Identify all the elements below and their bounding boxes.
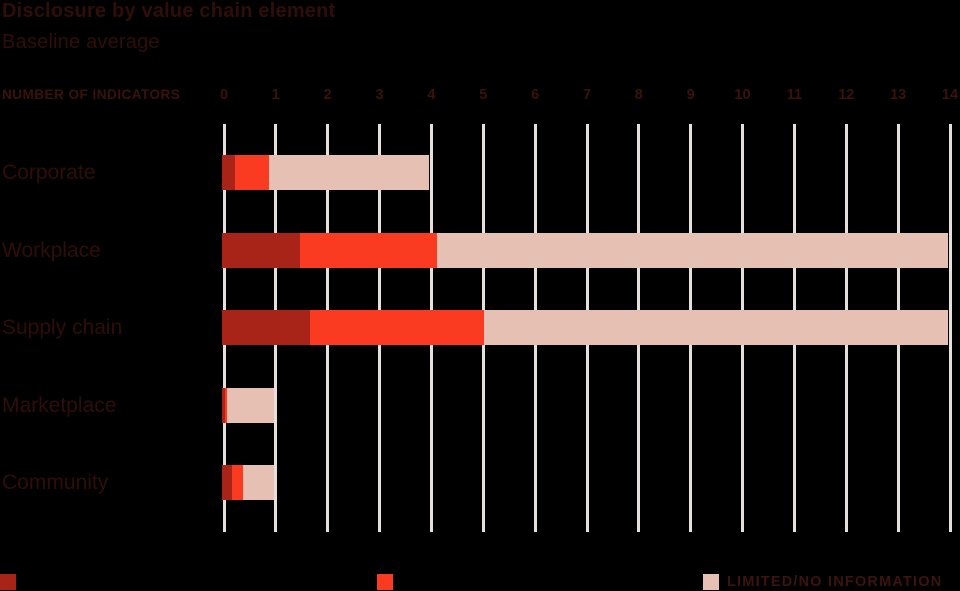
gridline-14 (948, 124, 952, 532)
x-tick-12: 12 (838, 87, 855, 103)
x-tick-3: 3 (375, 87, 384, 103)
x-tick-8: 8 (634, 87, 643, 103)
legend-item-1 (0, 574, 24, 590)
category-label-supply-chain: Supply chain (2, 316, 123, 339)
bar-row-supply-chain (222, 310, 948, 345)
x-tick-0: 0 (219, 87, 229, 103)
bar-segment-series1 (222, 233, 300, 268)
x-tick-7: 7 (582, 87, 592, 103)
x-tick-14: 14 (941, 87, 959, 103)
bar-row-marketplace (222, 388, 274, 423)
x-tick-13: 13 (890, 87, 907, 103)
bar-row-workplace (222, 233, 948, 268)
x-axis-label: NUMBER OF INDICATORS (2, 87, 181, 102)
legend-item-2 (377, 574, 401, 590)
bar-segment-series3 (242, 465, 274, 500)
category-label-community: Community (2, 471, 109, 494)
x-tick-6: 6 (531, 87, 540, 103)
bar-segment-series1 (222, 388, 225, 423)
x-tick-5: 5 (479, 87, 488, 103)
x-tick-4: 4 (427, 87, 436, 103)
bar-segment-series2 (299, 233, 438, 268)
bar-segment-series2 (224, 388, 228, 423)
bar-segment-series2 (310, 310, 484, 345)
bar-segment-series3 (268, 155, 430, 190)
bar-row-community (222, 465, 274, 500)
bar-segment-series2 (232, 465, 243, 500)
category-label-workplace: Workplace (2, 239, 101, 262)
bar-segment-series1 (222, 465, 233, 500)
bar-segment-series3 (437, 233, 948, 268)
legend-item-3: LIMITED/NO INFORMATION (703, 574, 942, 590)
x-tick-9: 9 (686, 87, 695, 103)
bar-segment-series1 (222, 310, 311, 345)
x-tick-2: 2 (323, 87, 332, 103)
x-tick-1: 1 (271, 87, 280, 103)
bar-segment-series3 (227, 388, 274, 423)
category-label-marketplace: Marketplace (2, 394, 117, 417)
bar-row-corporate (222, 155, 430, 190)
legend-swatch-1 (0, 574, 16, 590)
legend-swatch-3 (703, 574, 719, 590)
chart-subtitle: Baseline average (2, 31, 160, 53)
category-label-corporate: Corporate (2, 161, 96, 184)
bar-segment-series3 (483, 310, 948, 345)
bar-segment-series2 (234, 155, 269, 190)
x-tick-10: 10 (734, 87, 751, 103)
chart-title: Disclosure by value chain element (2, 0, 336, 22)
legend-label-3: LIMITED/NO INFORMATION (727, 574, 943, 590)
legend-swatch-2 (377, 574, 393, 590)
bar-segment-series1 (222, 155, 235, 190)
x-tick-11: 11 (786, 87, 803, 103)
